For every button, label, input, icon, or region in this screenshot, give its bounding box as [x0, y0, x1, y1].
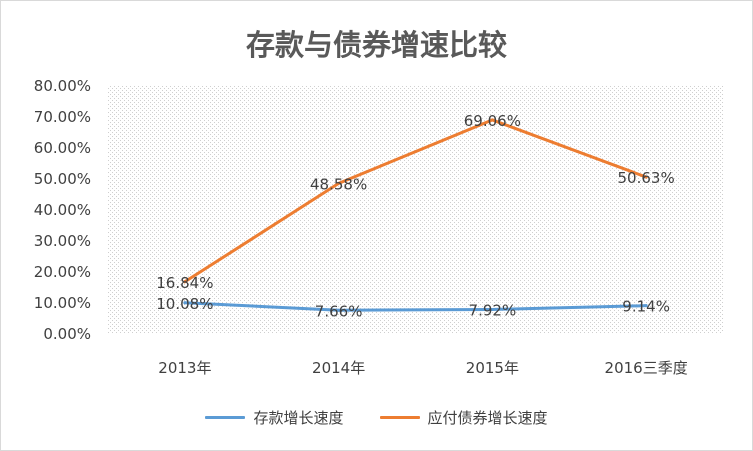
data-point — [644, 304, 648, 308]
x-tick-label: 2016三季度 — [605, 359, 688, 377]
y-tick-label: 70.00% — [34, 108, 91, 126]
y-tick-label: 50.00% — [34, 170, 91, 188]
x-tick-label: 2014年 — [312, 359, 365, 377]
legend-label: 存款增长速度 — [253, 409, 344, 427]
data-point — [490, 118, 494, 122]
x-tick-label: 2015年 — [466, 359, 519, 377]
series-line-1 — [183, 118, 648, 284]
data-point — [183, 280, 187, 284]
data-point — [183, 301, 187, 305]
legend-swatch — [379, 416, 420, 419]
x-tick-label: 2013年 — [158, 359, 211, 377]
y-tick-label: 80.00% — [34, 77, 91, 95]
y-tick-label: 0.00% — [43, 325, 91, 343]
data-label: 7.92% — [469, 301, 517, 319]
legend-label: 应付债券增长速度 — [427, 409, 548, 427]
legend-item: 应付债券增长速度 — [379, 407, 548, 428]
data-label: 10.08% — [156, 295, 213, 313]
data-point — [644, 175, 648, 179]
y-tick-label: 30.00% — [34, 232, 91, 250]
data-label: 16.84% — [156, 274, 213, 292]
data-point — [337, 181, 341, 185]
data-label: 9.14% — [622, 298, 670, 316]
data-point — [490, 307, 494, 311]
legend-swatch — [205, 416, 246, 419]
y-tick-label: 10.00% — [34, 294, 91, 312]
data-label: 69.06% — [464, 112, 521, 130]
y-tick-label: 40.00% — [34, 201, 91, 219]
chart-title: 存款与债券增速比较 — [245, 28, 507, 62]
legend-item: 存款增长速度 — [205, 407, 344, 428]
data-label: 50.63% — [618, 169, 675, 187]
data-label: 7.66% — [315, 302, 363, 320]
data-point — [337, 308, 341, 312]
series-line-0 — [183, 301, 648, 312]
plot-area — [108, 86, 723, 334]
data-label: 48.58% — [310, 175, 367, 193]
y-tick-label: 60.00% — [34, 139, 91, 157]
legend: 存款增长速度 应付债券增长速度 — [0, 407, 753, 428]
y-tick-label: 20.00% — [34, 263, 91, 281]
